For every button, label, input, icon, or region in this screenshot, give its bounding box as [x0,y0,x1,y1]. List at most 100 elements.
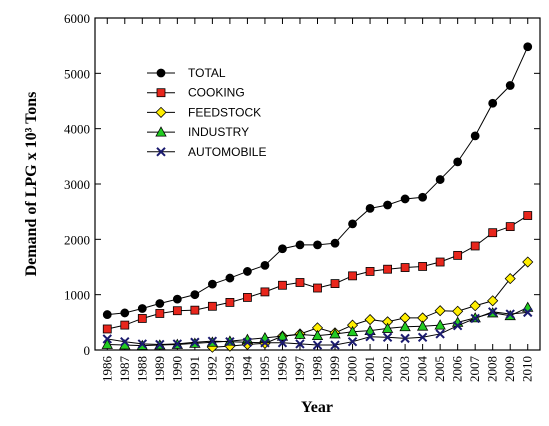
marker [487,295,499,307]
marker [522,256,534,268]
y-tick-label: 6000 [64,11,90,26]
legend-marker [155,126,167,137]
marker [155,299,165,308]
marker [225,336,235,347]
marker [469,300,481,312]
marker [225,273,235,283]
marker [312,340,323,350]
marker [365,267,375,276]
marker [418,192,428,202]
y-tick-label: 3000 [64,177,90,192]
x-tick-label: 2008 [485,356,500,382]
x-tick-label: 2007 [467,356,482,383]
marker [504,273,516,285]
marker [523,211,533,220]
marker [295,240,305,250]
legend-marker [156,147,166,157]
x-tick-label: 2000 [345,356,360,382]
marker [453,250,463,260]
legend-marker [156,88,166,98]
legend-marker [156,68,166,78]
marker [434,319,446,330]
x-tick-label: 1993 [222,356,237,382]
marker [365,203,375,213]
marker [190,305,200,315]
marker [313,240,322,250]
y-tick-label: 5000 [64,66,90,81]
marker [364,324,376,336]
y-tick-label: 2000 [64,232,90,247]
marker [400,263,410,272]
legend-label: COOKING [188,86,245,100]
marker [137,304,147,313]
marker [225,298,235,307]
marker [346,325,359,337]
marker [400,194,410,204]
marker [137,314,147,323]
x-tick-label: 1991 [187,356,202,382]
marker [102,324,112,334]
marker [435,329,445,339]
marker [260,338,270,348]
marker [190,290,200,300]
y-tick-label: 4000 [64,122,90,137]
x-tick-label: 2010 [520,356,535,382]
x-tick-label: 1999 [327,356,342,382]
x-tick-label: 1987 [117,356,132,383]
marker [365,332,375,342]
marker [330,238,340,248]
marker [276,330,289,341]
marker [207,336,218,346]
x-axis-label: Year [301,399,333,416]
marker [102,310,112,319]
legend-label: FEEDSTOCK [188,105,261,119]
marker [313,283,322,293]
x-tick-label: 2006 [450,356,465,383]
x-tick-label: 1995 [257,356,272,382]
x-tick-label: 2004 [415,356,430,383]
x-tick-label: 1988 [134,356,149,382]
marker [435,257,445,267]
marker [190,337,200,347]
marker [120,308,130,318]
marker [243,293,252,302]
marker [207,279,217,289]
marker [294,328,306,339]
marker [295,278,305,287]
marker [470,131,480,141]
x-tick-label: 2003 [397,356,412,382]
y-tick-label: 1000 [64,288,90,303]
x-tick-label: 1996 [274,356,289,383]
marker [470,241,480,251]
marker [120,336,130,347]
marker [137,339,148,349]
marker [452,305,464,317]
marker [101,338,113,349]
marker [382,332,393,342]
marker [330,340,340,350]
marker [172,339,183,349]
marker [383,200,392,210]
marker [277,338,288,348]
marker [295,339,305,349]
marker [488,98,498,108]
marker [329,328,341,339]
series-line [107,215,529,330]
marker [418,262,428,271]
legend-label: TOTAL [188,66,226,80]
marker [347,336,358,347]
marker [102,334,112,344]
marker [400,333,410,344]
marker [120,320,130,330]
marker [278,280,287,290]
marker [505,222,515,232]
x-tick-label: 1986 [99,356,114,383]
marker [381,322,394,333]
marker [155,309,165,318]
x-tick-label: 2001 [362,356,377,382]
marker [348,219,357,229]
x-tick-label: 2005 [432,356,447,382]
legend-marker [155,106,167,118]
marker [383,264,392,274]
